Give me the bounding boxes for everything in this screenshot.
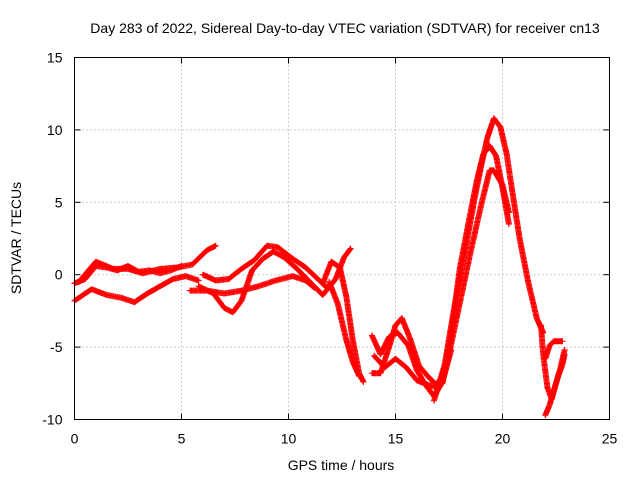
y-axis-label: SDTVAR / TECUs bbox=[8, 182, 24, 294]
y-tick-label: -10 bbox=[42, 412, 62, 428]
x-tick-label: 15 bbox=[388, 431, 404, 447]
x-tick-label: 20 bbox=[495, 431, 511, 447]
series-15 bbox=[542, 351, 568, 419]
y-tick-label: 5 bbox=[55, 194, 63, 210]
data-layer bbox=[71, 115, 568, 419]
chart-title: Day 283 of 2022, Sidereal Day-to-day VTE… bbox=[90, 20, 600, 36]
data-point-markers bbox=[199, 242, 330, 291]
axis-ticks: 0 5 10 15 20 25 -10 -5 0 5 10 15 bbox=[42, 50, 617, 447]
series-5 bbox=[199, 242, 330, 291]
series-6 bbox=[187, 273, 318, 297]
data-point-markers bbox=[542, 351, 568, 419]
series-16 bbox=[542, 338, 566, 362]
series-13 bbox=[439, 142, 512, 387]
x-tick-label: 0 bbox=[71, 431, 79, 447]
y-tick-label: 15 bbox=[47, 50, 63, 66]
y-tick-label: 0 bbox=[55, 267, 63, 283]
series-3 bbox=[75, 242, 219, 285]
x-tick-label: 25 bbox=[602, 431, 618, 447]
data-point-markers bbox=[542, 338, 566, 362]
y-tick-label: -5 bbox=[50, 339, 63, 355]
x-tick-label: 10 bbox=[281, 431, 297, 447]
x-tick-label: 5 bbox=[178, 431, 186, 447]
data-point-markers bbox=[187, 273, 318, 297]
plot-frame bbox=[74, 57, 610, 420]
series-8 bbox=[326, 278, 363, 380]
data-point-markers bbox=[326, 278, 363, 380]
data-point-markers bbox=[439, 142, 512, 387]
grid bbox=[74, 57, 610, 420]
y-tick-label: 10 bbox=[47, 122, 63, 138]
x-axis-label: GPS time / hours bbox=[288, 457, 395, 473]
data-point-markers bbox=[75, 242, 219, 285]
